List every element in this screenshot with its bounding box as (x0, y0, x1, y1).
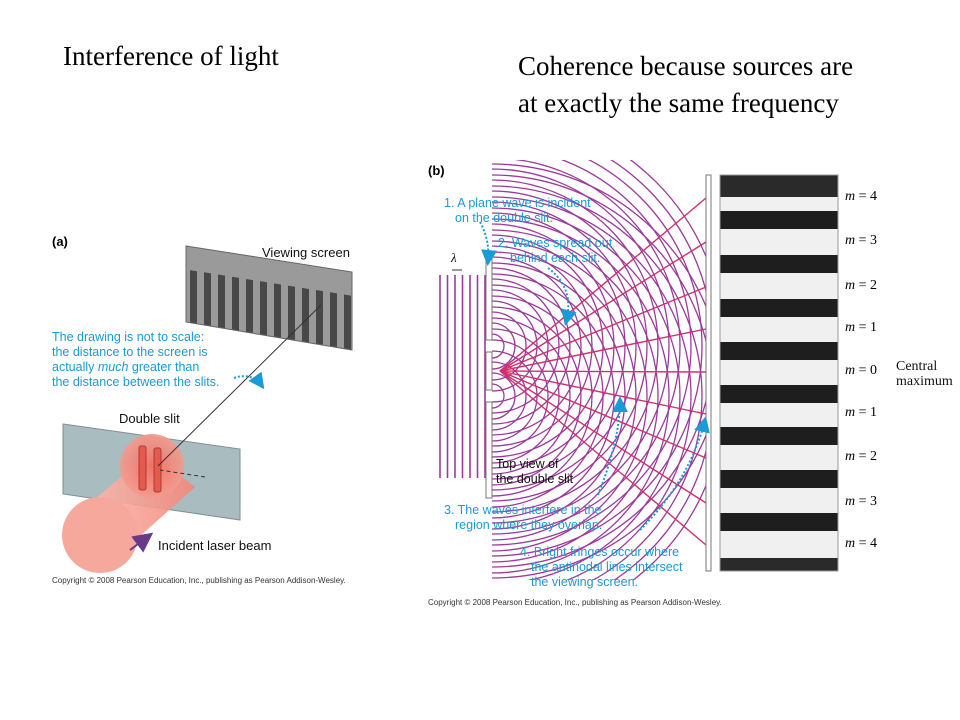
fringe-order-label: m = 2 (845, 449, 878, 464)
incident-laser-beam-label: Incident laser beam (158, 538, 272, 553)
note2-line2: behind each slit. (510, 251, 601, 265)
figure-b-label: (b) (428, 163, 445, 178)
figure-a-label: (a) (52, 234, 68, 249)
fringe-order-label: m = 3 (845, 494, 878, 509)
double-slit-barrier (485, 257, 493, 499)
fringe-order-label: m = 1 (845, 405, 878, 420)
viewing-screen-label: Viewing screen (262, 245, 350, 260)
scale-note-line1: The drawing is not to scale: (52, 330, 205, 344)
double-slit-label: Double slit (119, 411, 180, 426)
note3-line1: 3. The waves interfere in the (444, 503, 602, 517)
fringe-order-label: m = 4 (845, 189, 878, 204)
laser-beam (62, 434, 195, 573)
fringe-order-label: m = 0 (845, 363, 878, 378)
slide-subtitle-line2: at exactly the same frequency (518, 88, 839, 118)
copyright-b: Copyright © 2008 Pearson Education, Inc.… (428, 598, 722, 607)
note4-line2: the antinodal lines intersect (531, 560, 683, 574)
note2-line1: 2. Waves spread out (498, 236, 613, 250)
slide-subtitle-line1: Coherence because sources are (518, 51, 854, 81)
scale-note-line4: the distance between the slits. (52, 375, 220, 389)
fringe-order-label: m = 2 (845, 278, 878, 293)
note4-line1: 4. Bright fringes occur where (520, 545, 680, 559)
note1-line1: 1. A plane wave is incident (444, 196, 591, 210)
copyright-a: Copyright © 2008 Pearson Education, Inc.… (52, 576, 346, 585)
central-maximum-line2: maximum (896, 374, 953, 389)
top-view-line2: the double slit (496, 472, 574, 486)
central-maximum-line1: Central (896, 359, 938, 374)
note4-line3: the viewing screen. (531, 575, 639, 589)
scale-note-line2: the distance to the screen is (52, 345, 208, 359)
fringe-order-label: m = 3 (845, 233, 878, 248)
note1-line2: on the double slit. (455, 211, 553, 225)
fringe-pattern (719, 174, 839, 572)
slide-title: Interference of light (63, 41, 279, 71)
viewing-screen-edge (705, 174, 712, 572)
top-view-line1: Top view of (496, 457, 559, 471)
viewing-screen (185, 245, 353, 351)
note3-line2: region where they overlap. (455, 518, 603, 532)
fringe-order-label: m = 4 (845, 536, 878, 551)
fringe-order-label: m = 1 (845, 320, 878, 335)
lambda-symbol: λ (451, 250, 457, 265)
scale-note-line3: actually much greater than (52, 360, 200, 374)
